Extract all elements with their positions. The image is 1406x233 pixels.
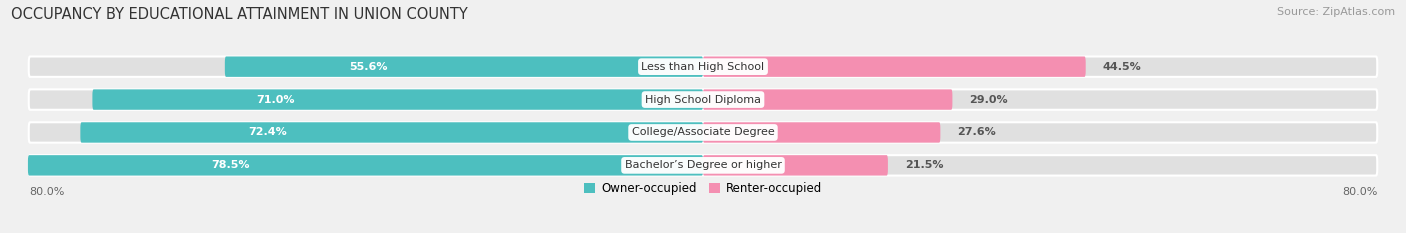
FancyBboxPatch shape — [225, 56, 703, 77]
Text: Source: ZipAtlas.com: Source: ZipAtlas.com — [1277, 7, 1395, 17]
Text: College/Associate Degree: College/Associate Degree — [631, 127, 775, 137]
Text: 78.5%: 78.5% — [211, 160, 250, 170]
FancyBboxPatch shape — [703, 89, 952, 110]
FancyBboxPatch shape — [703, 122, 941, 143]
Text: 72.4%: 72.4% — [247, 127, 287, 137]
FancyBboxPatch shape — [28, 56, 1378, 77]
Text: OCCUPANCY BY EDUCATIONAL ATTAINMENT IN UNION COUNTY: OCCUPANCY BY EDUCATIONAL ATTAINMENT IN U… — [11, 7, 468, 22]
Text: 80.0%: 80.0% — [1341, 187, 1378, 197]
FancyBboxPatch shape — [28, 89, 1378, 110]
Text: Bachelor’s Degree or higher: Bachelor’s Degree or higher — [624, 160, 782, 170]
Text: 27.6%: 27.6% — [957, 127, 997, 137]
Text: 29.0%: 29.0% — [970, 95, 1008, 105]
Text: 80.0%: 80.0% — [28, 187, 65, 197]
Text: High School Diploma: High School Diploma — [645, 95, 761, 105]
FancyBboxPatch shape — [80, 122, 703, 143]
FancyBboxPatch shape — [28, 155, 703, 175]
FancyBboxPatch shape — [93, 89, 703, 110]
Legend: Owner-occupied, Renter-occupied: Owner-occupied, Renter-occupied — [579, 177, 827, 200]
Text: 44.5%: 44.5% — [1102, 62, 1142, 72]
FancyBboxPatch shape — [28, 155, 1378, 175]
Text: 21.5%: 21.5% — [905, 160, 943, 170]
Text: 71.0%: 71.0% — [256, 95, 295, 105]
FancyBboxPatch shape — [703, 56, 1085, 77]
Text: Less than High School: Less than High School — [641, 62, 765, 72]
FancyBboxPatch shape — [28, 122, 1378, 143]
FancyBboxPatch shape — [703, 155, 889, 175]
Text: 55.6%: 55.6% — [349, 62, 388, 72]
